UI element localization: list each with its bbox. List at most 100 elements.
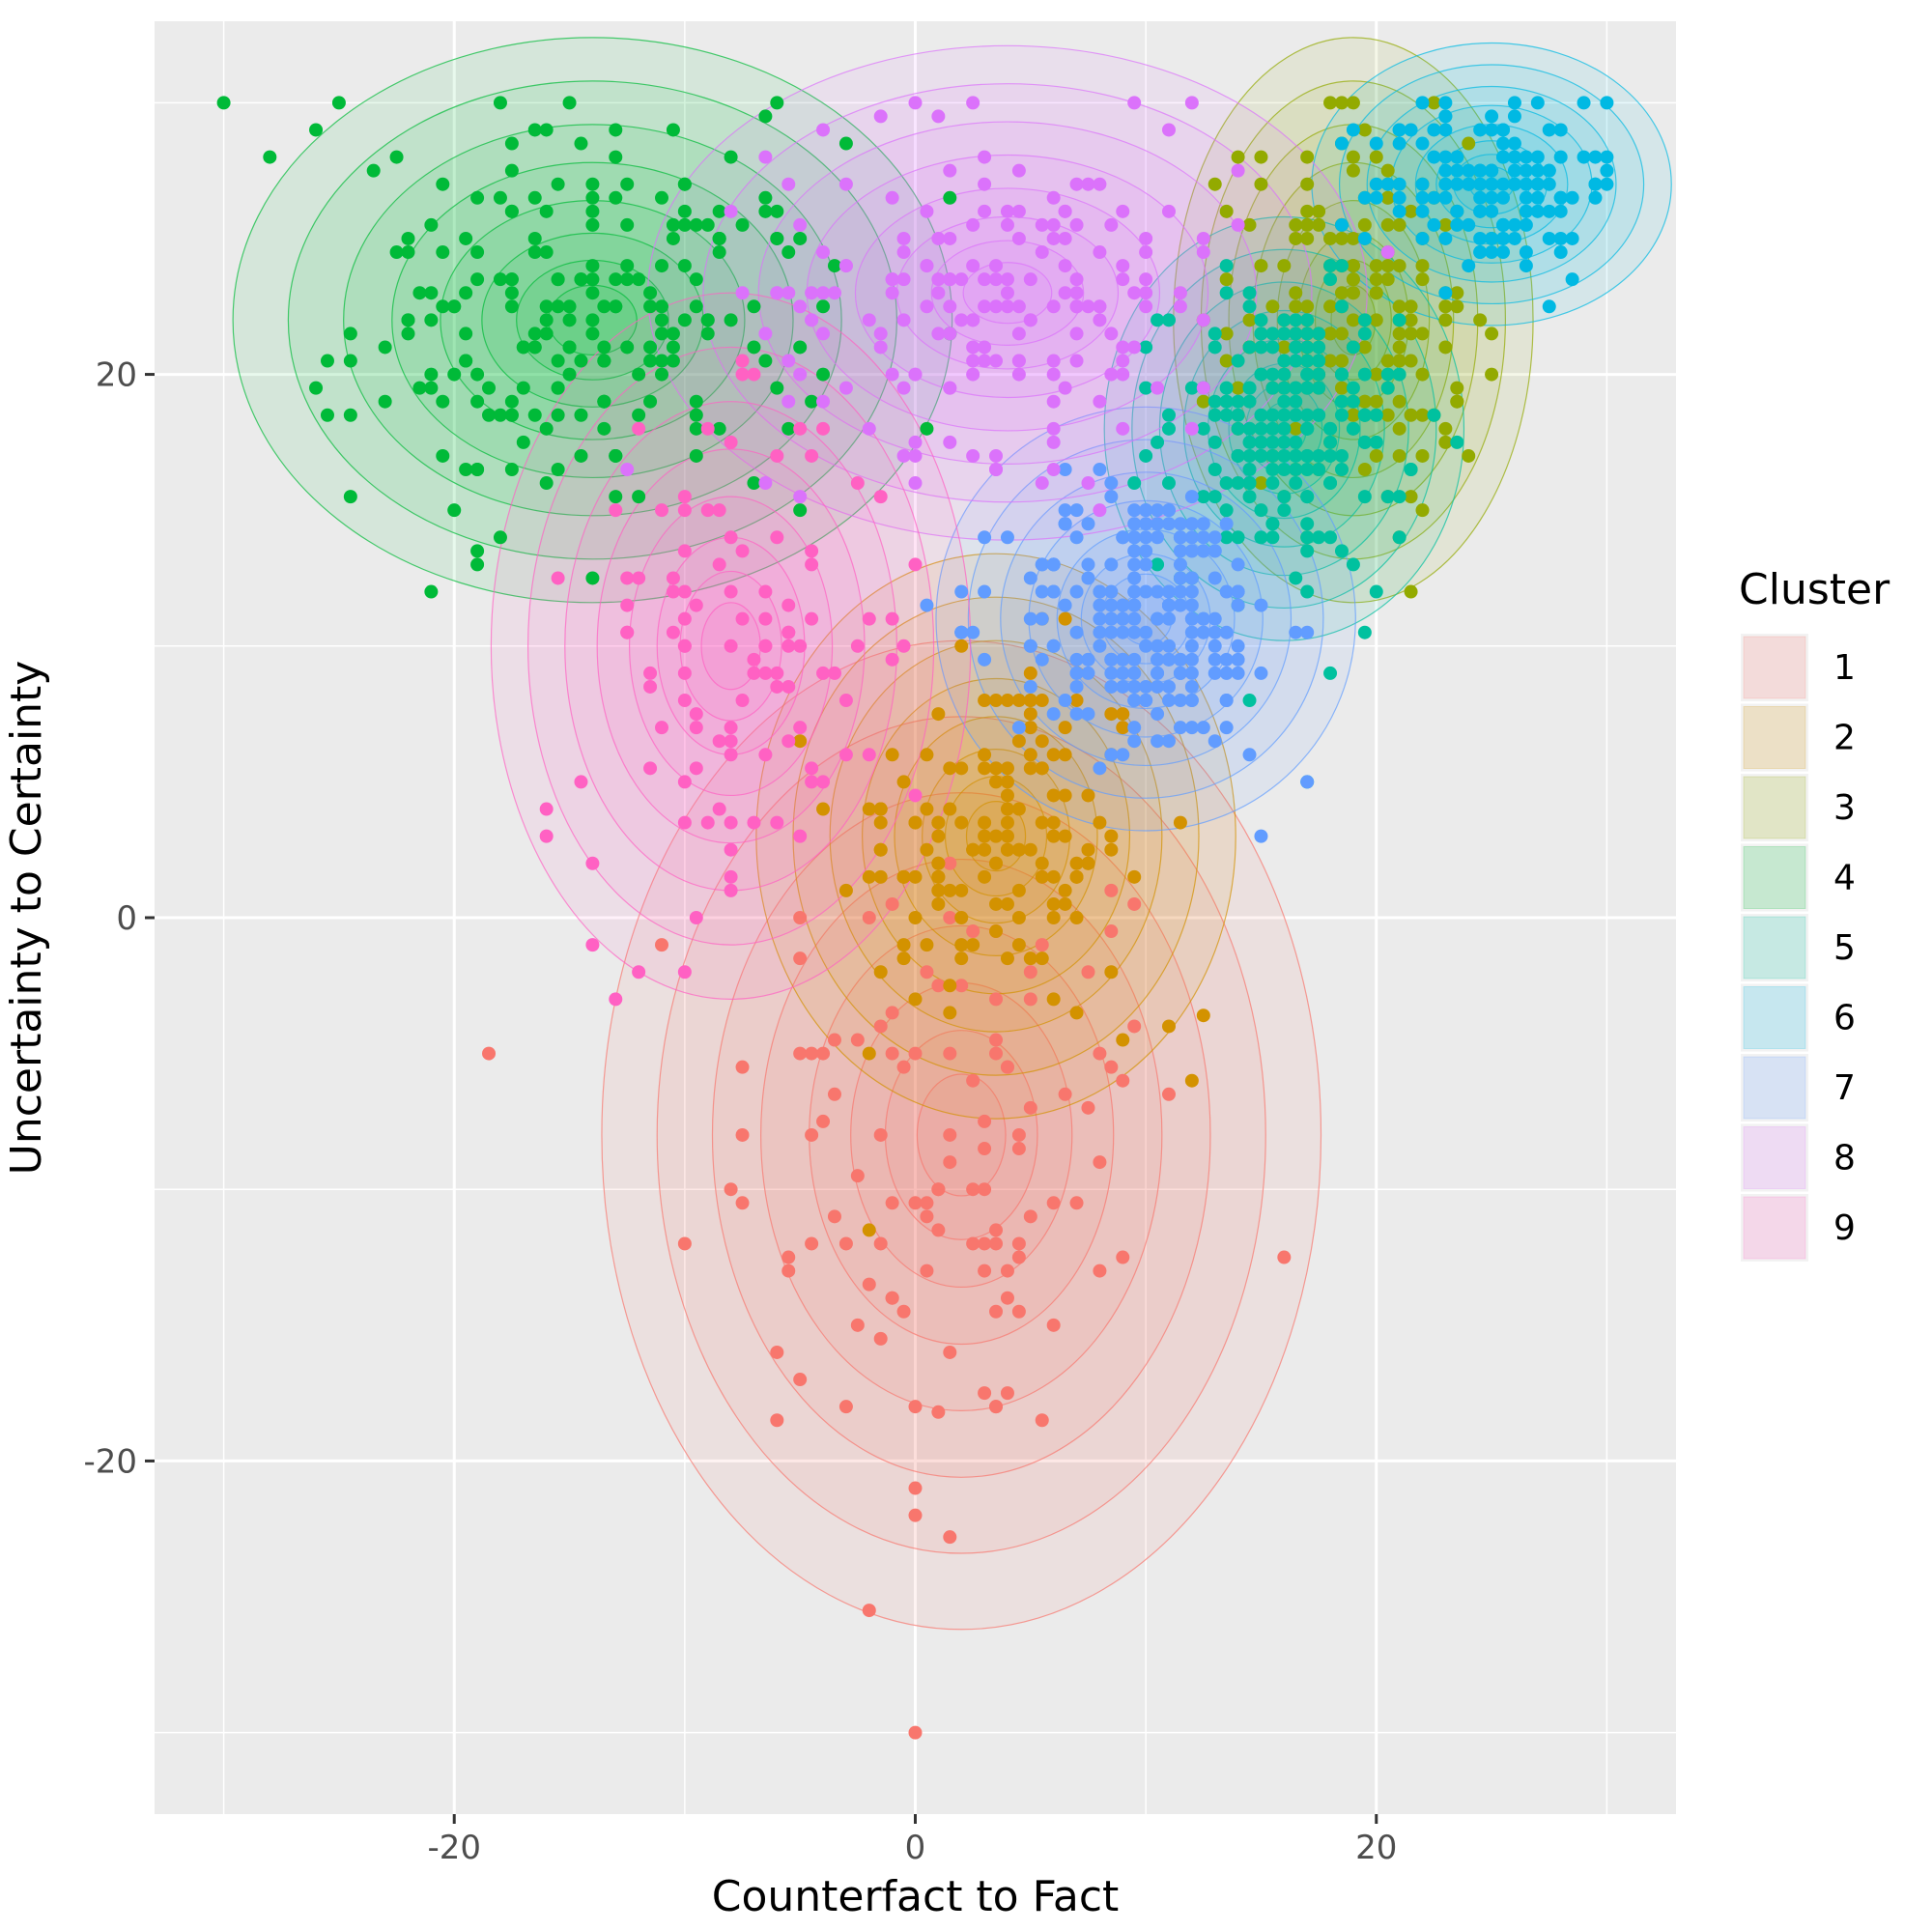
data-point <box>850 639 865 653</box>
data-point <box>632 408 646 422</box>
data-point <box>1184 571 1199 585</box>
data-point <box>1000 286 1014 300</box>
data-point <box>620 272 635 287</box>
data-point <box>1093 463 1107 476</box>
data-point <box>689 217 703 232</box>
data-point <box>1127 503 1142 518</box>
data-point <box>1127 869 1142 884</box>
data-point <box>1058 598 1072 612</box>
data-point <box>1530 190 1545 205</box>
data-point <box>1023 965 1037 980</box>
data-point <box>1035 815 1049 830</box>
data-point <box>1231 598 1245 612</box>
data-point <box>504 286 519 300</box>
data-point <box>781 245 796 260</box>
data-point <box>1196 611 1210 626</box>
data-point <box>770 231 784 245</box>
data-point <box>1242 476 1257 491</box>
data-point <box>1208 652 1222 667</box>
data-point <box>1289 313 1303 327</box>
data-point <box>1300 448 1315 463</box>
data-point <box>1127 340 1142 355</box>
data-point <box>689 299 703 314</box>
data-point <box>1219 503 1234 518</box>
data-point <box>1219 652 1234 667</box>
data-point <box>1127 896 1142 911</box>
data-point <box>1392 123 1406 137</box>
data-point <box>1496 217 1511 232</box>
points-cluster-1 <box>482 856 1292 1740</box>
data-point <box>609 992 623 1007</box>
data-point <box>1450 150 1464 164</box>
data-point <box>943 381 957 395</box>
data-point <box>1334 327 1349 341</box>
data-point <box>666 217 680 232</box>
data-point <box>1242 381 1257 395</box>
data-point <box>1093 313 1107 327</box>
data-point <box>1289 463 1303 476</box>
data-point <box>1369 190 1383 205</box>
data-point <box>1139 340 1153 355</box>
data-point <box>527 340 542 355</box>
data-point <box>1450 435 1464 449</box>
legend-item-3: 3 <box>1741 774 1856 841</box>
data-point <box>781 286 796 300</box>
data-point <box>1196 1008 1210 1023</box>
data-point <box>689 408 703 422</box>
data-point <box>1219 259 1234 273</box>
data-point <box>1000 761 1014 776</box>
data-point <box>885 896 899 911</box>
data-point <box>943 802 957 816</box>
data-point <box>1139 231 1153 245</box>
data-point <box>655 503 668 518</box>
data-point <box>1392 217 1406 232</box>
data-point <box>1000 272 1014 287</box>
data-point <box>343 327 357 341</box>
data-point <box>1069 707 1084 722</box>
data-point <box>896 231 911 245</box>
data-point <box>643 299 658 314</box>
data-point <box>677 694 692 708</box>
data-point <box>447 367 462 382</box>
data-point <box>1184 381 1199 395</box>
data-point <box>1380 381 1395 395</box>
data-point <box>1104 666 1119 680</box>
data-point <box>989 1236 1004 1251</box>
data-point <box>677 584 692 599</box>
data-point <box>1265 448 1280 463</box>
data-point <box>1380 177 1395 191</box>
data-point <box>459 231 473 245</box>
data-point <box>1093 1155 1107 1170</box>
data-point <box>1242 217 1257 232</box>
data-point <box>770 96 784 110</box>
data-point <box>1392 490 1406 504</box>
data-point <box>1104 476 1119 491</box>
data-point <box>908 1046 923 1061</box>
data-point <box>966 1073 980 1088</box>
data-point <box>1231 217 1245 232</box>
data-point <box>1231 408 1245 422</box>
data-point <box>873 1331 888 1346</box>
data-point <box>1427 217 1441 232</box>
data-point <box>1334 448 1349 463</box>
data-point <box>1438 217 1453 232</box>
data-point <box>770 448 784 463</box>
data-point <box>931 869 946 884</box>
data-point <box>1151 381 1165 395</box>
data-point <box>724 584 738 599</box>
data-point <box>1151 639 1165 653</box>
legend-key <box>1743 986 1806 1049</box>
data-point <box>1369 150 1383 164</box>
data-point <box>1046 231 1061 245</box>
data-point <box>885 652 899 667</box>
data-point <box>1116 625 1130 639</box>
data-point <box>1334 408 1349 422</box>
data-point <box>989 259 1004 273</box>
data-point <box>816 421 831 436</box>
points-cluster-6 <box>1334 96 1614 314</box>
data-point <box>747 666 761 680</box>
data-point <box>1011 327 1026 341</box>
data-point <box>1104 924 1119 939</box>
data-point <box>885 367 899 382</box>
data-point <box>1242 394 1257 409</box>
